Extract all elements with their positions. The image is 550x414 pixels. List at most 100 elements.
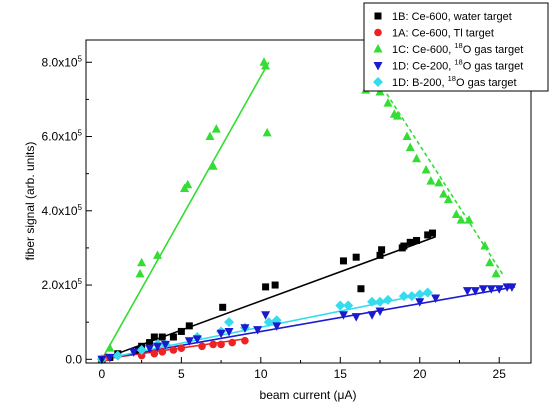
data-point <box>421 164 431 174</box>
data-point <box>422 287 433 298</box>
data-point <box>271 281 279 289</box>
data-point <box>209 340 217 349</box>
data-point <box>262 127 272 137</box>
legend-label: 1A: Ce-600, Tl target <box>392 28 494 40</box>
data-point <box>219 303 227 311</box>
legend-marker <box>373 44 383 53</box>
data-point <box>228 338 237 347</box>
data-point <box>184 337 194 346</box>
legend-box <box>363 2 549 92</box>
data-point <box>205 131 215 141</box>
data-point <box>112 350 123 361</box>
legend-marker <box>374 12 382 20</box>
data-point <box>431 294 441 304</box>
data-point <box>217 340 225 349</box>
data-point <box>105 343 115 352</box>
data-point <box>352 253 360 261</box>
data-point <box>378 246 386 254</box>
data-point <box>486 285 496 294</box>
data-point <box>211 124 221 133</box>
data-point <box>375 307 385 317</box>
data-point <box>224 327 234 337</box>
data-point <box>413 236 421 244</box>
data-point <box>261 60 271 70</box>
data-point <box>357 285 365 293</box>
data-point <box>351 313 361 322</box>
data-point <box>177 327 185 335</box>
data-point <box>338 311 348 320</box>
legend-label: 1D: Ce-200, 18O gas target <box>392 58 523 73</box>
data-point <box>405 142 415 152</box>
data-point <box>145 344 155 354</box>
data-point <box>480 241 490 250</box>
data-point <box>216 329 226 339</box>
data-point <box>224 317 235 328</box>
data-point <box>335 300 346 311</box>
data-point <box>208 161 218 170</box>
data-point <box>241 336 249 345</box>
data-point <box>192 335 202 344</box>
legend-marker <box>374 28 382 37</box>
data-point <box>414 289 425 300</box>
legend-marker <box>373 62 383 71</box>
data-point <box>183 179 193 189</box>
data-point <box>343 300 354 311</box>
data-point <box>253 326 263 335</box>
y-tick-label: 4.0x105 <box>42 203 83 218</box>
data-point <box>135 268 145 278</box>
data-point <box>464 215 474 224</box>
x-tick-label: 15 <box>334 367 348 381</box>
data-point <box>169 333 177 341</box>
data-point <box>456 215 466 224</box>
x-tick-label: 25 <box>493 367 507 381</box>
x-axis-label: beam current (μA) <box>260 388 357 402</box>
data-point <box>393 111 402 120</box>
x-tick-label: 5 <box>178 367 185 381</box>
data-point <box>262 283 270 291</box>
data-point <box>158 333 166 341</box>
data-point <box>443 194 453 204</box>
data-point <box>406 291 417 302</box>
data-point <box>400 242 408 250</box>
data-point <box>150 349 159 358</box>
y-tick-label: 8.0x105 <box>42 54 83 69</box>
data-point <box>451 209 461 218</box>
data-point <box>153 250 163 259</box>
y-tick-label: 6.0x105 <box>42 129 83 144</box>
data-point <box>150 333 158 341</box>
fit-line <box>101 286 516 361</box>
data-point <box>240 324 250 333</box>
data-point <box>263 317 274 328</box>
data-point <box>367 296 378 307</box>
axis-ticks: 0 5 10 15 20 25 0.0 2.0x105 4.0x105 6.0x105 8.0x10… <box>42 54 507 381</box>
data-point <box>129 348 139 357</box>
legend: 1B: Ce-600, water target 1A: Ce-600, Tl t… <box>363 2 549 92</box>
legend-label: 1C: Ce-600, 18O gas target <box>392 41 523 56</box>
data-point <box>470 287 480 296</box>
fit-lines <box>101 58 516 361</box>
data-point <box>261 311 271 320</box>
data-point <box>153 342 163 352</box>
data-point <box>136 345 147 356</box>
data-point <box>406 238 414 246</box>
data-point <box>137 351 146 360</box>
data-point <box>185 322 193 330</box>
x-tick-label: 20 <box>413 367 427 381</box>
fit-line <box>101 61 270 360</box>
plot-frame <box>85 39 532 364</box>
data-point <box>426 176 436 185</box>
data-point <box>105 353 115 363</box>
data-point <box>375 296 386 307</box>
x-tick-label: 0 <box>99 367 106 381</box>
fit-line <box>363 58 504 275</box>
data-point <box>402 131 412 141</box>
data-point <box>158 348 167 356</box>
data-point <box>146 339 154 347</box>
data-point <box>412 153 422 163</box>
y-tick-label: 2.0x105 <box>42 277 83 292</box>
data-point <box>494 285 504 294</box>
data-points <box>96 57 517 365</box>
data-point <box>424 231 432 239</box>
legend-label: 1D: B-200, 18O gas target <box>392 74 517 89</box>
